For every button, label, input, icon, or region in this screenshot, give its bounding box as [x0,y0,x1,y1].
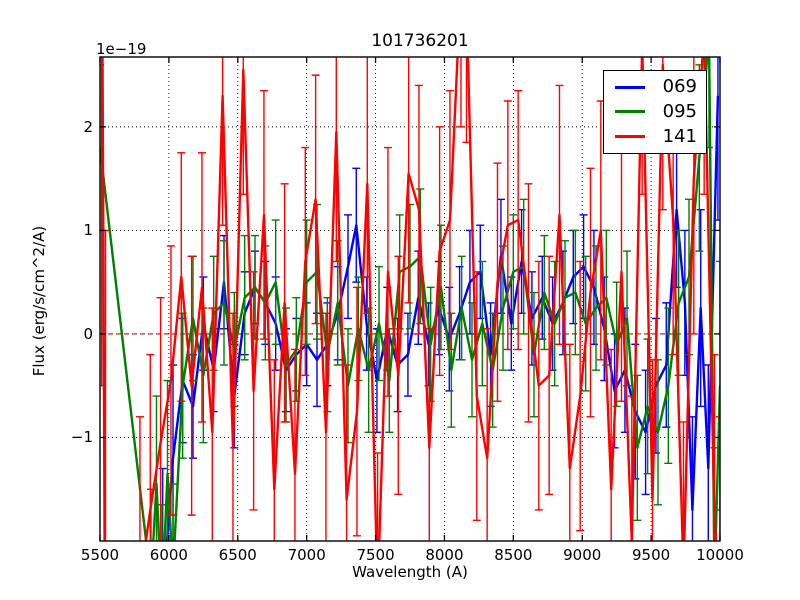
legend-label: 095 [662,100,697,122]
x-axis-label: Wavelength (A) [352,563,468,581]
x-tick-label: 9000 [563,546,602,564]
x-tick-label: 5500 [80,546,120,564]
legend-entry-095: 095 [615,100,697,122]
y-axis-offset-label: 1e−19 [96,40,147,58]
x-tick-label: 10000 [696,546,744,564]
legend-entry-141: 141 [615,125,697,147]
x-tick-label: 6000 [149,546,188,564]
series-141 [100,57,720,541]
plot-title-text: 101736201 [371,31,469,51]
y-tick-label: 0 [83,324,93,343]
axes-spines [99,56,721,542]
plot-line-141 [101,57,718,541]
x-tick-label: 9500 [632,546,671,564]
legend-line-sample [615,135,645,139]
y-tick-label: −1 [70,428,93,447]
y-tick-label: 2 [83,117,93,136]
legend-line-sample [615,85,645,89]
y-axis-label: Flux (erg/s/cm^2/A) [30,225,48,377]
legend: 069 095 141 [603,70,707,154]
legend-entry-069: 069 [615,78,697,96]
x-tick-label: 7500 [356,546,395,564]
plot-title: 101736201 [0,31,800,51]
series-095 [100,57,720,541]
x-tick-label: 7000 [287,546,326,564]
plot-line-095 [100,57,720,541]
tick-marks [99,57,721,541]
x-tick-label: 8000 [425,546,464,564]
legend-label: 141 [662,125,697,147]
x-tick-label: 8500 [494,546,533,564]
legend-label: 069 [662,76,697,98]
y-tick-label: 1 [83,221,93,240]
x-tick-label: 6500 [218,546,257,564]
legend-line-sample [615,110,645,114]
